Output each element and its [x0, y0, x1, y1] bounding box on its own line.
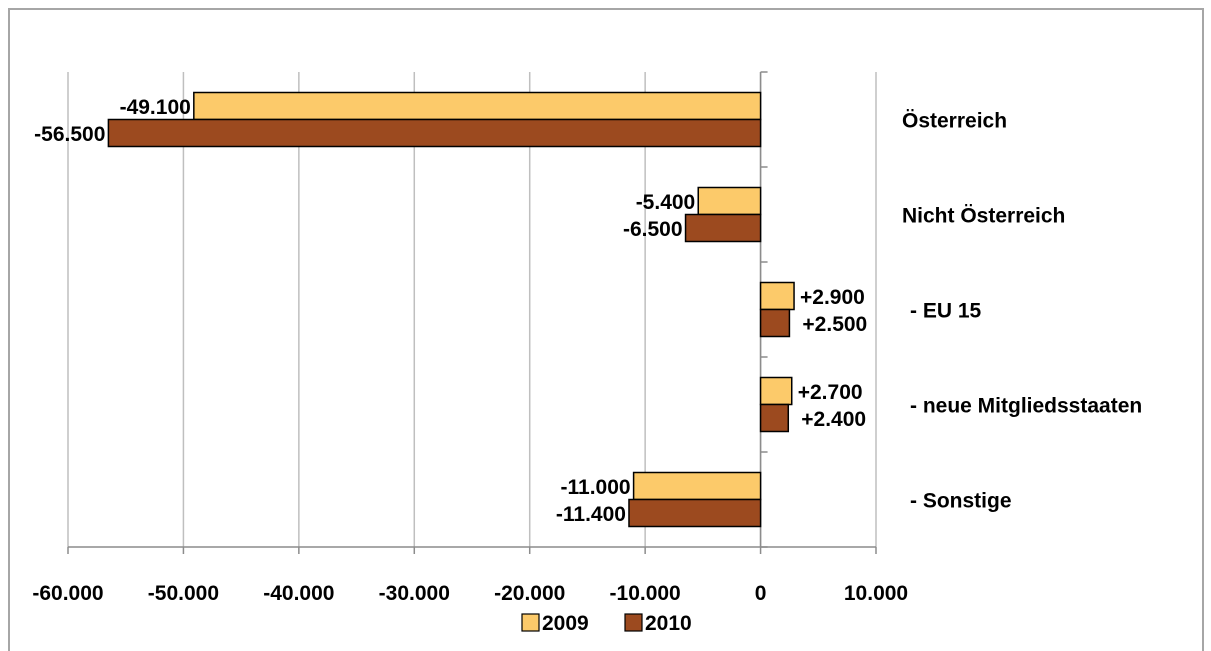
x-tick-label: -10.000: [610, 582, 681, 605]
bar-2009: [759, 281, 795, 311]
data-label: +2.700: [798, 381, 863, 404]
data-label: -49.100: [120, 96, 191, 119]
category-label: - neue Mitgliedsstaaten: [910, 395, 1142, 418]
data-label: -11.000: [561, 476, 631, 499]
category-label: - EU 15: [910, 300, 982, 323]
bar-2010: [759, 308, 791, 338]
bar-2009: [759, 376, 793, 406]
chart-frame: [8, 8, 1204, 651]
bar-2009: [697, 186, 762, 216]
data-label: +2.400: [801, 408, 866, 431]
legend-label-2009: 2009: [542, 612, 589, 635]
x-tick-label: 0: [755, 582, 767, 605]
bar-2010: [628, 498, 762, 528]
data-label: -56.500: [34, 123, 105, 146]
x-tick-label: -40.000: [263, 582, 334, 605]
legend-swatch-2010: [624, 613, 643, 632]
data-label: +2.900: [800, 286, 865, 309]
category-label: - Sonstige: [910, 490, 1012, 513]
category-label: Nicht Österreich: [902, 205, 1065, 228]
x-tick-label: -60.000: [32, 582, 103, 605]
data-label: +2.500: [802, 313, 867, 336]
bar-2009: [193, 91, 762, 121]
bar-2010: [684, 213, 762, 243]
data-label: -11.400: [556, 503, 626, 526]
bar-2010: [759, 403, 790, 433]
x-tick-label: -20.000: [494, 582, 565, 605]
bar-2009: [632, 471, 762, 501]
x-tick-label: -50.000: [148, 582, 219, 605]
legend-swatch-2009: [521, 613, 540, 632]
category-label: Österreich: [902, 110, 1007, 133]
bar-2010: [107, 118, 762, 148]
data-label: -6.500: [623, 218, 683, 241]
legend-label-2010: 2010: [645, 612, 692, 635]
x-tick-label: -30.000: [379, 582, 450, 605]
x-tick-label: 10.000: [844, 582, 908, 605]
data-label: -5.400: [636, 191, 696, 214]
